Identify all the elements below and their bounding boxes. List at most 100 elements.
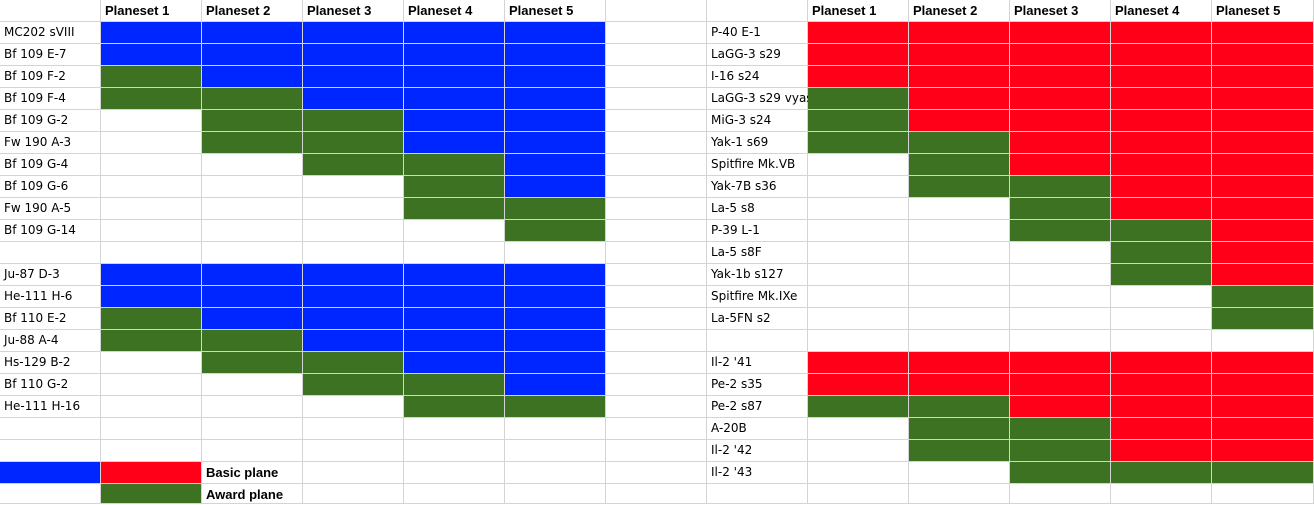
planeset-cell xyxy=(1212,88,1314,110)
empty-cell xyxy=(1212,484,1314,504)
planeset-cell xyxy=(505,110,606,132)
planeset-cell xyxy=(101,330,202,352)
planeset-cell xyxy=(808,22,909,44)
planeset-cell xyxy=(1010,198,1111,220)
planeset-cell xyxy=(202,154,303,176)
planeset-cell xyxy=(909,176,1010,198)
planeset-cell xyxy=(505,330,606,352)
planeset-cell xyxy=(1010,132,1111,154)
planeset-cell xyxy=(202,242,303,264)
planeset-cell xyxy=(1111,396,1212,418)
planeset-cell xyxy=(1111,132,1212,154)
planeset-cell xyxy=(202,220,303,242)
planeset-cell xyxy=(404,264,505,286)
planeset-cell xyxy=(1010,242,1111,264)
planeset-cell xyxy=(202,110,303,132)
empty-cell xyxy=(808,484,909,504)
axis-plane-name: MC202 sVIII xyxy=(0,22,101,44)
gap-cell xyxy=(606,264,707,286)
planeset-cell xyxy=(303,88,404,110)
axis-plane-name: Bf 109 G-2 xyxy=(0,110,101,132)
gap-cell xyxy=(606,88,707,110)
planeset-cell xyxy=(303,176,404,198)
planeset-cell xyxy=(202,330,303,352)
planeset-cell xyxy=(1111,66,1212,88)
planeset-cell xyxy=(808,242,909,264)
empty-cell xyxy=(404,484,505,504)
gap-cell xyxy=(606,440,707,462)
planeset-cell xyxy=(909,264,1010,286)
column-header-left-2: Planeset 2 xyxy=(202,0,303,22)
planeset-cell xyxy=(1111,418,1212,440)
planeset-cell xyxy=(202,22,303,44)
axis-plane-name: He-111 H-6 xyxy=(0,286,101,308)
axis-plane-name: Bf 109 G-14 xyxy=(0,220,101,242)
planeset-cell xyxy=(101,286,202,308)
allied-plane-name: Spitfire Mk.IXe xyxy=(707,286,808,308)
planeset-cell xyxy=(404,88,505,110)
empty-cell xyxy=(1111,484,1212,504)
planeset-cell xyxy=(1212,374,1314,396)
planeset-cell xyxy=(404,374,505,396)
planeset-cell xyxy=(404,352,505,374)
empty-cell xyxy=(505,484,606,504)
planeset-cell xyxy=(101,198,202,220)
planeset-cell xyxy=(1010,462,1111,484)
planeset-cell xyxy=(1111,176,1212,198)
planeset-cell xyxy=(404,198,505,220)
planeset-cell xyxy=(909,440,1010,462)
gap-cell xyxy=(606,66,707,88)
planeset-cell xyxy=(808,374,909,396)
gap-cell xyxy=(606,462,707,484)
planeset-cell xyxy=(1010,418,1111,440)
planeset-cell xyxy=(404,330,505,352)
planeset-cell xyxy=(808,462,909,484)
planeset-cell xyxy=(1010,44,1111,66)
gap-cell xyxy=(606,22,707,44)
planeset-cell xyxy=(1111,264,1212,286)
planeset-cell xyxy=(1212,154,1314,176)
allied-plane-name: Yak-7B s36 xyxy=(707,176,808,198)
planeset-cell xyxy=(909,220,1010,242)
axis-plane-name xyxy=(0,418,101,440)
column-header-right-1: Planeset 1 xyxy=(808,0,909,22)
column-header-right-4: Planeset 4 xyxy=(1111,0,1212,22)
planeset-cell xyxy=(1111,440,1212,462)
planeset-cell xyxy=(1212,440,1314,462)
planeset-cell xyxy=(808,264,909,286)
planeset-cell xyxy=(1111,462,1212,484)
allied-plane-name: LaGG-3 s29 vyash xyxy=(707,88,820,110)
planeset-cell xyxy=(303,330,404,352)
allied-plane-name: Yak-1 s69 xyxy=(707,132,808,154)
planeset-cell xyxy=(808,396,909,418)
planeset-cell xyxy=(1212,22,1314,44)
planeset-cell xyxy=(1010,110,1111,132)
column-header-right-3: Planeset 3 xyxy=(1010,0,1111,22)
planeset-cell xyxy=(101,154,202,176)
planeset-cell xyxy=(808,198,909,220)
gap-cell xyxy=(606,484,707,504)
planeset-cell xyxy=(505,352,606,374)
planeset-cell xyxy=(505,374,606,396)
gap-cell xyxy=(606,286,707,308)
legend-swatch-award xyxy=(101,484,202,504)
planeset-cell xyxy=(303,110,404,132)
allied-plane-name: Pe-2 s87 xyxy=(707,396,808,418)
planeset-cell xyxy=(1212,330,1314,352)
planeset-cell xyxy=(1212,44,1314,66)
planeset-cell xyxy=(909,330,1010,352)
planeset-cell xyxy=(1212,66,1314,88)
planeset-cell xyxy=(101,396,202,418)
planeset-cell xyxy=(1111,22,1212,44)
planeset-cell xyxy=(909,396,1010,418)
planeset-cell xyxy=(1111,44,1212,66)
planeset-cell xyxy=(303,220,404,242)
allied-plane-name: A-20B xyxy=(707,418,808,440)
planeset-cell xyxy=(303,44,404,66)
planeset-cell xyxy=(404,308,505,330)
planeset-cell xyxy=(101,418,202,440)
column-header-left-1: Planeset 1 xyxy=(101,0,202,22)
planeset-cell xyxy=(1212,110,1314,132)
planeset-cell xyxy=(202,396,303,418)
planeset-cell xyxy=(505,286,606,308)
